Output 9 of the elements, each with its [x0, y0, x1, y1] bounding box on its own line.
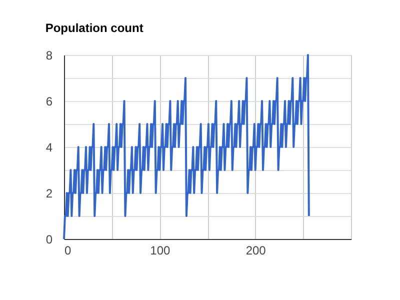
- x-tick-label: 0: [64, 244, 72, 258]
- y-tick-label: 4: [46, 140, 53, 154]
- y-tick-label: 8: [46, 48, 53, 62]
- chart-title: Population count: [45, 21, 144, 35]
- y-tick-label: 2: [46, 186, 53, 200]
- x-tick-label: 100: [150, 244, 170, 258]
- y-tick-label: 6: [46, 94, 53, 108]
- y-tick-label: 0: [46, 232, 53, 246]
- x-tick-label: 200: [246, 244, 266, 258]
